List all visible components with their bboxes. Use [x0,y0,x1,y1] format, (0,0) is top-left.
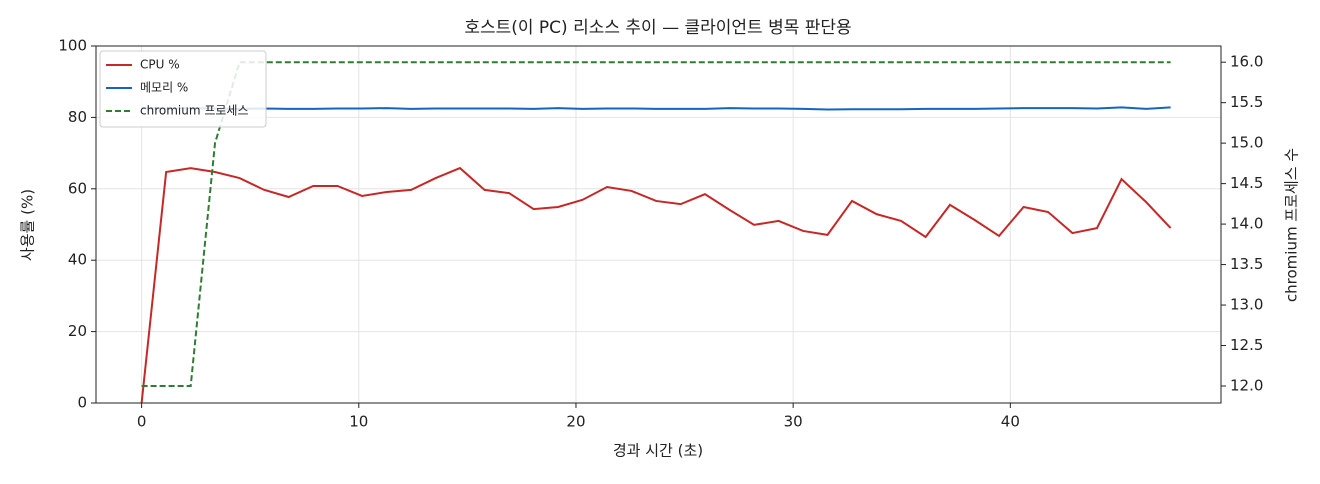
legend-box [99,50,267,128]
y2-tick-label: 12.0 [1230,377,1263,395]
y2-tick-label: 13.0 [1230,296,1263,314]
x-axis-label: 경과 시간 (초) [613,442,703,460]
y2-tick-label: 15.0 [1230,134,1263,152]
legend-label: CPU % [140,58,180,72]
y2-tick-label: 14.5 [1230,174,1263,192]
y2-tick-label: 15.5 [1230,93,1263,111]
y-tick-label: 40 [68,251,87,269]
series-line [141,106,1171,111]
y2-tick-label: 13.5 [1230,255,1263,273]
series-line [140,166,1172,404]
y2-tick-label: 14.0 [1230,215,1263,233]
x-tick-label: 10 [349,413,368,431]
y-tick-label: 0 [77,394,87,412]
legend-label: chromium 프로세스 [140,104,249,118]
x-tick-label: 40 [1001,413,1020,431]
series-line [141,61,1171,387]
y2-axis-label: chromium 프로세스 수 [1283,148,1301,302]
y-axis-label: 사용률 (%) [19,189,37,261]
plot-frame [95,45,1222,404]
y-tick-label: 60 [68,179,87,197]
y2-tick-label: 12.5 [1230,336,1263,354]
y-tick-label: 80 [68,108,87,126]
x-tick-label: 30 [784,413,803,431]
x-tick-label: 20 [566,413,585,431]
y2-tick-label: 16.0 [1230,53,1263,71]
chart-title: 호스트(이 PC) 리소스 추이 — 클라이언트 병목 판단용 [464,18,851,38]
y-tick-label: 20 [68,322,87,340]
y-tick-label: 100 [58,37,87,55]
legend-label: 메모리 % [140,81,188,95]
x-tick-label: 0 [137,413,147,431]
